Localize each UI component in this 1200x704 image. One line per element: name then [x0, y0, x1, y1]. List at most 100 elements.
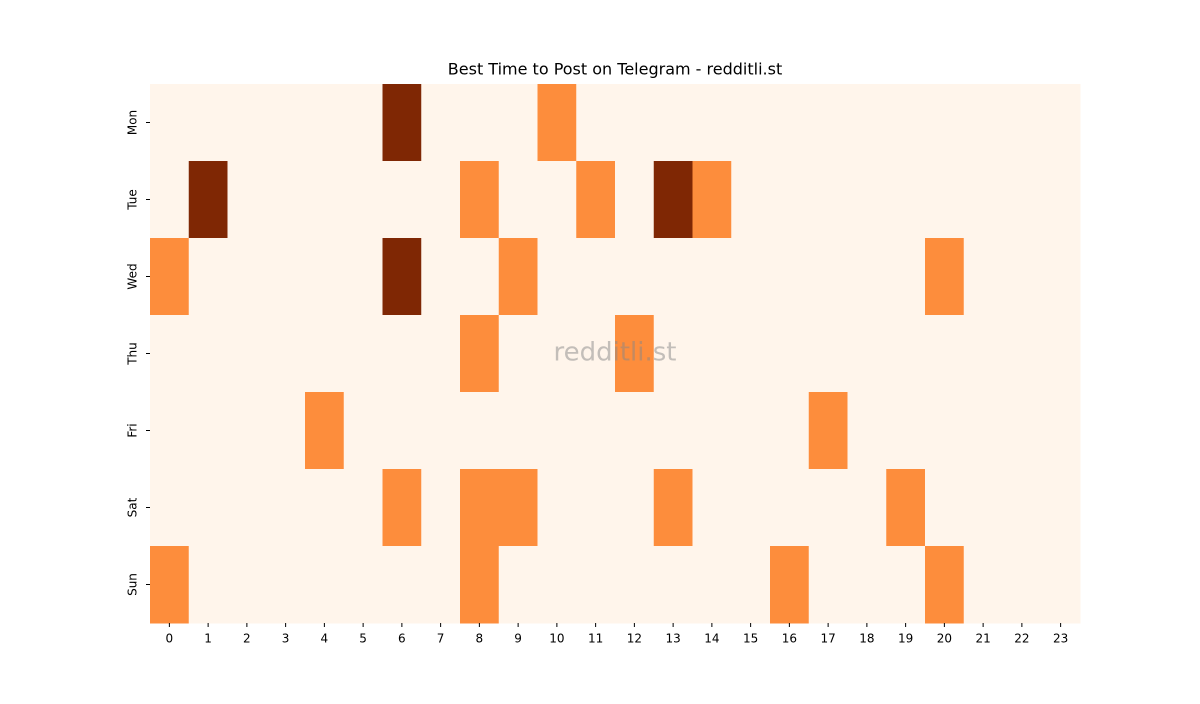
- heatmap-cell: [886, 161, 926, 239]
- heatmap-cell: [963, 238, 1003, 316]
- heatmap-cell: [925, 315, 965, 393]
- x-tick-label: 0: [166, 632, 174, 646]
- heatmap-cell: [498, 84, 538, 162]
- heatmap-cell: [498, 161, 538, 239]
- heatmap-cell: [1041, 161, 1081, 239]
- heatmap-cell: [886, 546, 926, 624]
- heatmap-cell: [963, 161, 1003, 239]
- x-tick-label: 22: [1014, 632, 1029, 646]
- heatmap-cell: [421, 161, 461, 239]
- heatmap-cell: [731, 546, 771, 624]
- heatmap-cell: [770, 238, 810, 316]
- heatmap-cell: [731, 315, 771, 393]
- heatmap-cell: [692, 392, 732, 470]
- heatmap-cell: [537, 469, 577, 547]
- heatmap-cell: [847, 84, 887, 162]
- x-tick-label: 5: [359, 632, 367, 646]
- heatmap-cell: [886, 238, 926, 316]
- heatmap-cell: [421, 392, 461, 470]
- y-tick-label: Mon: [126, 110, 140, 135]
- x-tick-label: 3: [282, 632, 290, 646]
- heatmap-cell: [188, 238, 228, 316]
- heatmap-cell: [421, 469, 461, 547]
- heatmap-cell: [925, 84, 965, 162]
- y-tick-label: Tue: [126, 189, 140, 211]
- y-tick-label: Sun: [126, 573, 140, 596]
- heatmap-cell: [1002, 238, 1042, 316]
- heatmap-cell: [576, 161, 616, 239]
- heatmap-cell: [963, 546, 1003, 624]
- heatmap-cell: [305, 161, 345, 239]
- heatmap-cell: [886, 315, 926, 393]
- heatmap-cell: [808, 315, 848, 393]
- heatmap-cell: [150, 469, 190, 547]
- heatmap-cell: [1041, 546, 1081, 624]
- heatmap-cell: [847, 392, 887, 470]
- heatmap-cell: [460, 392, 500, 470]
- heatmap-cell: [266, 161, 306, 239]
- heatmap-cell: [460, 161, 500, 239]
- heatmap-cell: [537, 84, 577, 162]
- heatmap-cell: [305, 84, 345, 162]
- heatmap-cell: [692, 238, 732, 316]
- x-tick-label: 4: [321, 632, 329, 646]
- heatmap-cell: [227, 546, 267, 624]
- heatmap-cell: [963, 392, 1003, 470]
- heatmap-cell: [498, 469, 538, 547]
- heatmap-cell: [150, 546, 190, 624]
- heatmap-cell: [615, 238, 655, 316]
- y-tick-label: Wed: [126, 263, 140, 289]
- heatmap-cell: [1041, 315, 1081, 393]
- heatmap-cell: [576, 392, 616, 470]
- heatmap-cell: [731, 392, 771, 470]
- x-tick-label: 7: [437, 632, 445, 646]
- heatmap-cell: [731, 469, 771, 547]
- heatmap-cell: [305, 392, 345, 470]
- heatmap-cell: [1002, 546, 1042, 624]
- heatmap-cell: [305, 546, 345, 624]
- heatmap-cell: [460, 238, 500, 316]
- x-tick-label: 16: [782, 632, 797, 646]
- x-tick-label: 8: [476, 632, 484, 646]
- heatmap-cell: [731, 238, 771, 316]
- heatmap-cell: [770, 469, 810, 547]
- heatmap-cell: [460, 469, 500, 547]
- heatmap-cell: [1041, 392, 1081, 470]
- heatmap-cell: [227, 238, 267, 316]
- x-tick-label: 9: [514, 632, 522, 646]
- heatmap-cell: [227, 84, 267, 162]
- heatmap-cell: [227, 392, 267, 470]
- heatmap-cell: [925, 392, 965, 470]
- heatmap-cell: [150, 84, 190, 162]
- heatmap-cell: [1002, 469, 1042, 547]
- heatmap-cell: [537, 546, 577, 624]
- heatmap-cell: [460, 84, 500, 162]
- heatmap-cell: [421, 84, 461, 162]
- heatmap-cell: [770, 315, 810, 393]
- x-tick-label: 11: [588, 632, 603, 646]
- heatmap-cell: [498, 238, 538, 316]
- heatmap-cell: [692, 84, 732, 162]
- heatmap-cell: [886, 392, 926, 470]
- heatmap-cell: [343, 238, 383, 316]
- heatmap-cell: [382, 161, 422, 239]
- heatmap-cell: [1041, 84, 1081, 162]
- heatmap-cell: [653, 469, 693, 547]
- heatmap-cell: [808, 84, 848, 162]
- x-tick-label: 12: [627, 632, 642, 646]
- heatmap-cell: [692, 315, 732, 393]
- heatmap-cell: [963, 469, 1003, 547]
- y-tick-label: Sat: [126, 497, 140, 517]
- heatmap-cell: [382, 392, 422, 470]
- x-tick-label: 23: [1053, 632, 1068, 646]
- heatmap-cell: [847, 315, 887, 393]
- heatmap-cell: [421, 315, 461, 393]
- heatmap-cell: [421, 238, 461, 316]
- heatmap-cell: [188, 84, 228, 162]
- heatmap-cell: [576, 469, 616, 547]
- x-tick-label: 14: [704, 632, 719, 646]
- heatmap-cell: [886, 84, 926, 162]
- heatmap-cell: [382, 469, 422, 547]
- heatmap-cell: [847, 238, 887, 316]
